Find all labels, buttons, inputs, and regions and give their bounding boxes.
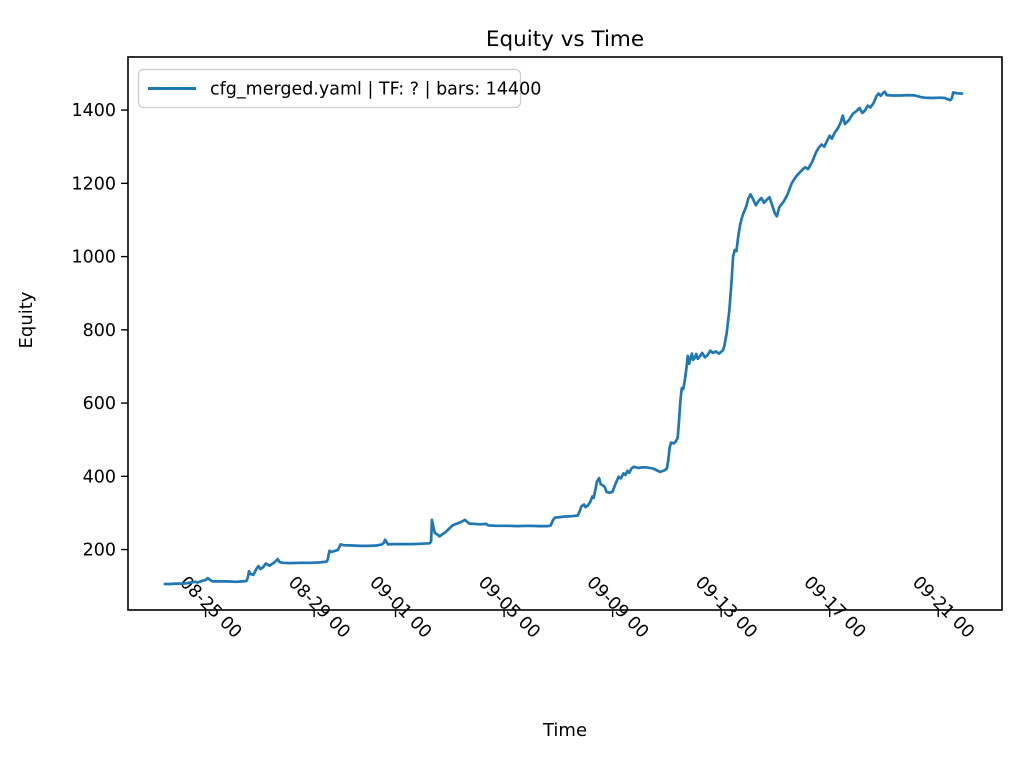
y-axis-label: Equity (16, 291, 37, 348)
y-axis-ticks: 200 400 600 800 1000 1200 1400 (71, 101, 128, 561)
y-tick-label: 800 (83, 321, 116, 341)
legend: cfg_merged.yaml | TF: ? | bars: 14400 (137, 68, 541, 109)
chart-title: Equity vs Time (486, 27, 644, 52)
y-tick-label: 1200 (71, 174, 116, 194)
plot-area (127, 56, 1003, 611)
legend-label: cfg_merged.yaml | TF: ? | bars: 14400 (210, 80, 541, 100)
y-tick-label: 600 (83, 394, 116, 414)
legend-box (137, 68, 522, 109)
y-tick-label: 1000 (71, 248, 116, 268)
equity-line-series (163, 90, 964, 586)
y-tick-label: 1400 (71, 101, 116, 121)
y-tick-label: 200 (83, 541, 116, 561)
x-axis-label: Time (542, 720, 587, 741)
y-tick-label: 400 (83, 467, 116, 487)
